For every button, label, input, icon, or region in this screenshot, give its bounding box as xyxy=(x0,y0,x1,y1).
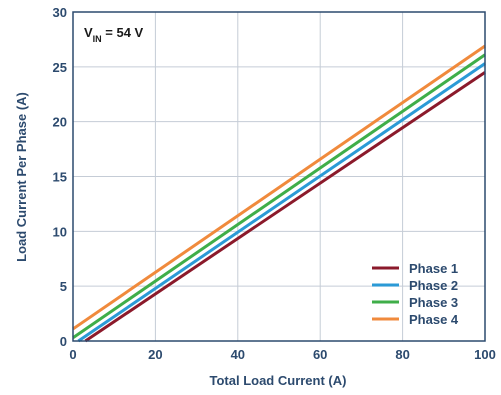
legend-label-phase-3: Phase 3 xyxy=(409,295,458,310)
x-tick-label: 100 xyxy=(474,347,496,362)
y-tick-label: 0 xyxy=(60,334,67,349)
y-tick-label: 25 xyxy=(53,60,67,75)
x-axis-title: Total Load Current (A) xyxy=(210,373,347,388)
x-tick-label: 40 xyxy=(231,347,245,362)
legend-label-phase-4: Phase 4 xyxy=(409,312,459,327)
x-tick-labels: 0 20 40 60 80 100 xyxy=(69,347,495,362)
x-tick-label: 80 xyxy=(395,347,409,362)
y-tick-label: 5 xyxy=(60,279,67,294)
vin-annotation-suffix: = 54 V xyxy=(102,25,144,40)
vin-annotation: VIN = 54 V xyxy=(84,25,144,44)
vin-annotation-prefix: V xyxy=(84,25,93,40)
legend-label-phase-1: Phase 1 xyxy=(409,261,458,276)
x-tick-label: 20 xyxy=(148,347,162,362)
y-tick-labels: 0 5 10 15 20 25 30 xyxy=(53,5,67,349)
y-tick-label: 30 xyxy=(53,5,67,20)
legend-label-phase-2: Phase 2 xyxy=(409,278,458,293)
x-tick-label: 0 xyxy=(69,347,76,362)
x-tick-label: 60 xyxy=(313,347,327,362)
y-tick-label: 10 xyxy=(53,224,67,239)
y-tick-label: 20 xyxy=(53,115,67,130)
y-axis-title: Load Current Per Phase (A) xyxy=(14,92,29,262)
vin-annotation-subscript: IN xyxy=(93,34,102,44)
legend: Phase 1 Phase 2 Phase 3 Phase 4 xyxy=(372,261,459,327)
y-tick-label: 15 xyxy=(53,170,67,185)
